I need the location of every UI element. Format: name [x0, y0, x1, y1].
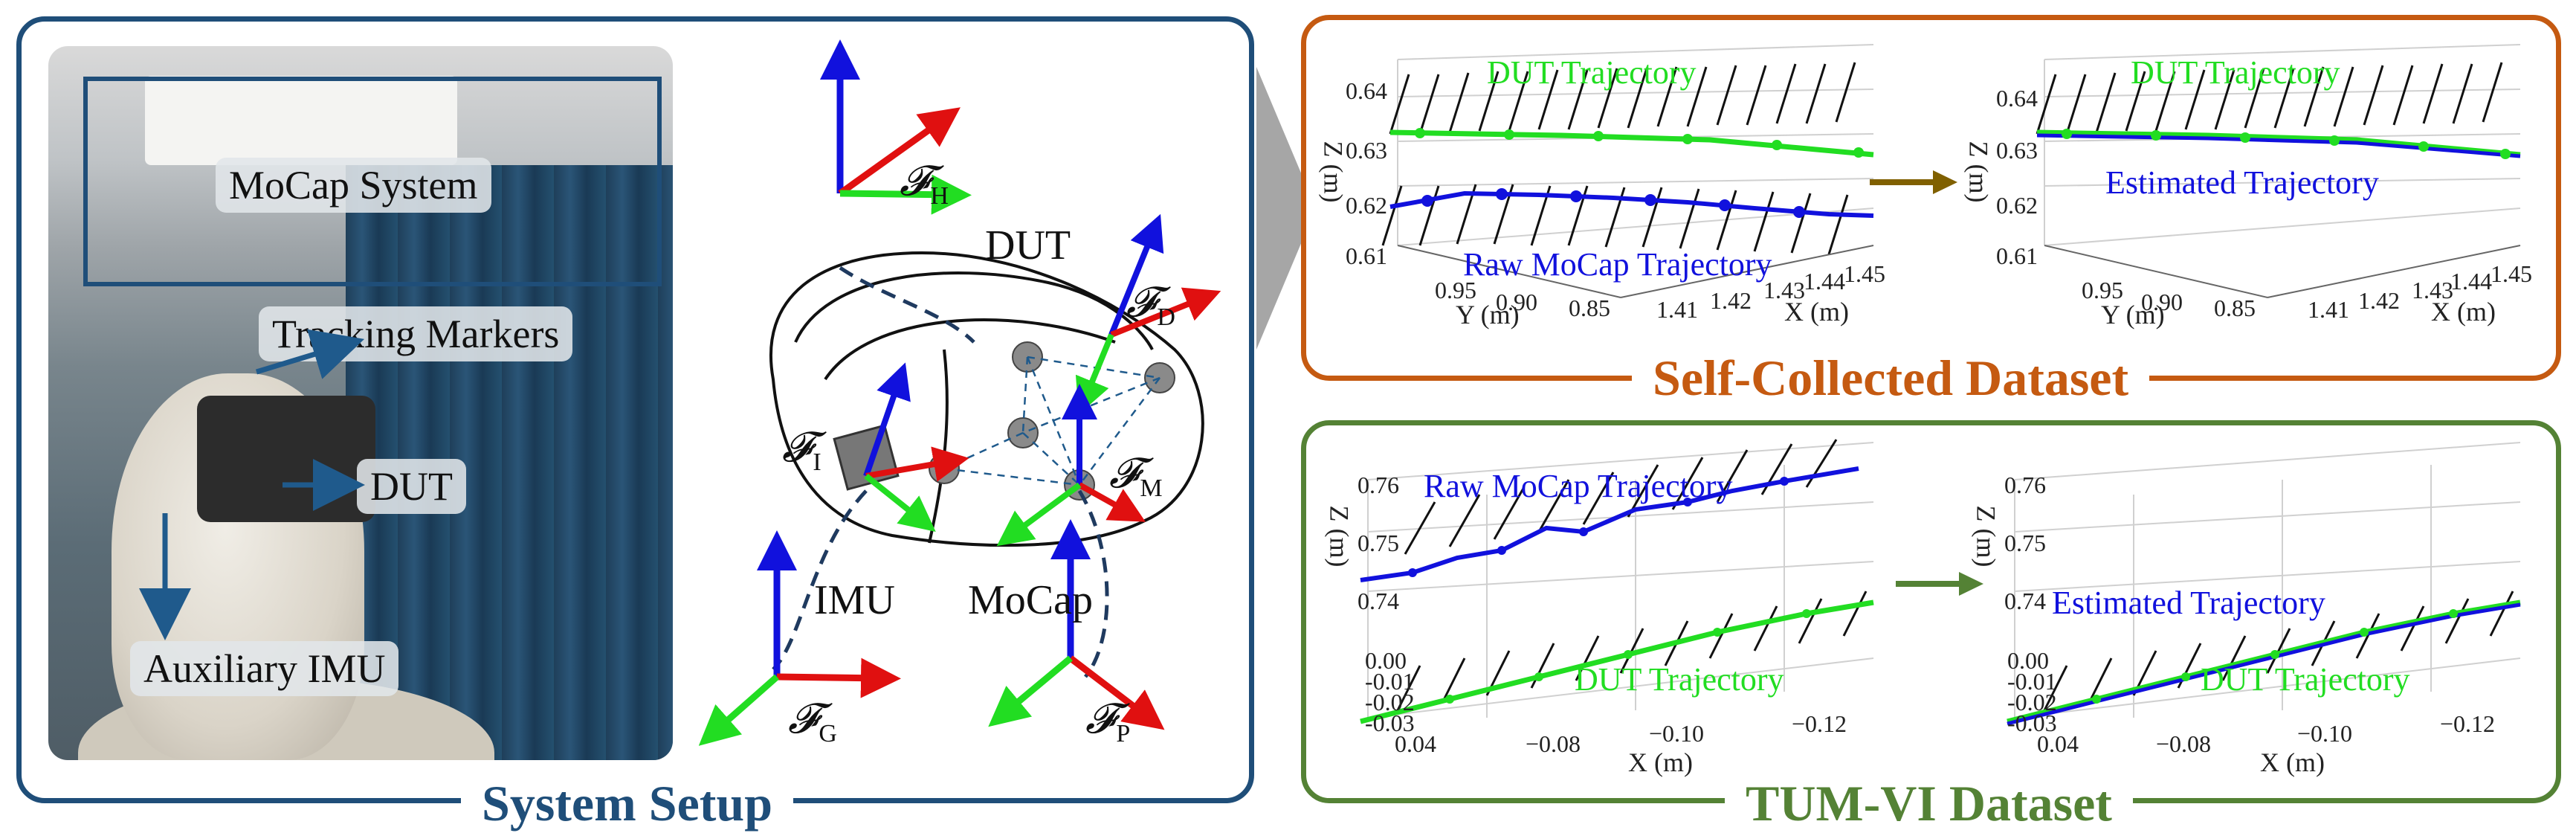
tum-right-z-tick: 0.76 — [2004, 472, 2046, 498]
dut-trajectory-line — [1389, 129, 1874, 158]
self-left-y-tick: 0.90 — [1496, 289, 1537, 315]
frame-label-g: 𝓕G — [788, 696, 837, 748]
tum-right-x-tick: −0.10 — [2297, 720, 2353, 747]
tum-left-z-tick: 0.76 — [1358, 472, 1399, 498]
label-mocap-system: MoCap System — [216, 158, 491, 213]
tum-right-plot — [2007, 442, 2521, 726]
tum-left-z-tick: 0.74 — [1358, 588, 1399, 614]
self-right-x-label: X (m) — [2431, 297, 2496, 327]
self-right-y-tick: 0.95 — [2082, 277, 2123, 303]
self-left-z-tick: 0.64 — [1346, 77, 1387, 104]
self-left-z-tick: 0.62 — [1346, 192, 1387, 219]
diagram-text-imu: IMU — [814, 577, 895, 623]
self-right-z-tick: 0.62 — [1996, 192, 2038, 219]
self-right-y-label: Y (m) — [2101, 300, 2165, 329]
tum-left-plot — [1360, 439, 1874, 724]
tum-left-x-tick: −0.10 — [1649, 720, 1705, 747]
tum-right-z-tick: 0.75 — [2004, 530, 2046, 556]
tum-right-est-label: Estimated Trajectory — [2052, 585, 2325, 621]
estimated-trajectory-line — [2036, 133, 2521, 158]
self-right-est-label: Estimated Trajectory — [2105, 164, 2379, 201]
chevron-right-icon — [1256, 67, 1316, 350]
arrow-right-icon — [1870, 170, 1957, 194]
tum-left-raw-label: Raw MoCap Trajectory — [1424, 468, 1733, 504]
self-left-z-tick: 0.61 — [1346, 242, 1387, 269]
frame-p-axes — [988, 519, 1165, 730]
tum-right-y-tick: -0.03 — [2007, 710, 2057, 736]
tum-right-x-tick: −0.08 — [2156, 730, 2212, 757]
tum-right-z-tick: 0.74 — [2004, 588, 2046, 614]
frame-label-m: 𝓕M — [1109, 451, 1163, 503]
tum-left-dut-label: DUT Trajectory — [1575, 661, 1784, 698]
frame-label-h: 𝓕H — [900, 158, 949, 210]
self-right-x-tick: 1.45 — [2491, 260, 2532, 287]
self-right-y-tick: 0.90 — [2141, 289, 2183, 315]
self-right-dut-label: DUT Trajectory — [2131, 54, 2340, 91]
self-left-x-tick: 1.45 — [1844, 260, 1885, 287]
tum-right-y-tick: 0.00 — [2007, 647, 2049, 674]
frame-g-axes — [699, 530, 901, 746]
self-right-x-tick: 1.44 — [2450, 268, 2492, 295]
tum-left-z-tick: 0.75 — [1358, 530, 1399, 556]
tum-right-y-tick: -0.01 — [2007, 668, 2057, 695]
frame-label-i: 𝓕I — [782, 425, 821, 477]
frame-h-axes — [820, 39, 972, 215]
self-right-x-tick: 1.41 — [2308, 296, 2349, 323]
diagram-text-dut: DUT — [985, 222, 1071, 268]
self-left-dut-label: DUT Trajectory — [1487, 54, 1697, 91]
self-collected-title: Self-Collected Dataset — [1632, 348, 2150, 408]
self-right-x-tick: 1.42 — [2358, 287, 2400, 314]
tum-left-x-label: X (m) — [1628, 747, 1693, 777]
self-left-x-tick: 1.43 — [1763, 277, 1805, 303]
tum-left-y-tick: -0.02 — [1365, 689, 1415, 715]
self-left-z-tick: 0.63 — [1346, 137, 1387, 164]
self-left-raw-label: Raw MoCap Trajectory — [1463, 246, 1772, 283]
self-left-x-label: X (m) — [1784, 297, 1849, 327]
tum-right-y-tick: -0.02 — [2007, 689, 2057, 715]
frame-m-axes — [996, 384, 1146, 547]
self-left-x-tick: 1.41 — [1656, 296, 1698, 323]
frame-i-axes — [863, 362, 969, 532]
label-dut: DUT — [357, 459, 466, 514]
tum-vi-title: TUM-VI Dataset — [1725, 774, 2133, 833]
tum-right-x-label: X (m) — [2260, 747, 2325, 777]
frame-label-d: 𝓕D — [1126, 280, 1175, 332]
mocap-highlight-box — [83, 77, 662, 286]
self-left-y-tick: 0.95 — [1435, 277, 1476, 303]
arrow-right-icon — [1896, 572, 1983, 596]
self-right-plot — [2036, 44, 2521, 298]
self-right-z-tick: 0.61 — [1996, 242, 2038, 269]
self-right-z-tick: 0.63 — [1996, 137, 2038, 164]
tum-left-y-tick: -0.01 — [1365, 668, 1415, 695]
tum-left-y-tick: 0.04 — [1395, 730, 1436, 757]
self-left-x-tick: 1.42 — [1710, 287, 1752, 314]
tum-left-y-tick: 0.00 — [1365, 647, 1407, 674]
self-right-z-tick: 0.64 — [1996, 85, 2038, 112]
ceiling-lamp — [145, 76, 457, 165]
self-right-y-tick: 0.85 — [2214, 295, 2256, 321]
self-left-y-tick: 0.85 — [1569, 295, 1610, 321]
label-auxiliary-imu: Auxiliary IMU — [130, 641, 399, 696]
self-left-x-tick: 1.44 — [1804, 268, 1845, 295]
tum-left-x-tick: −0.12 — [1792, 710, 1847, 737]
tum-right-x-tick: −0.12 — [2440, 710, 2496, 737]
frames-diagram — [699, 39, 1221, 746]
self-left-z-label: Z (m) — [1318, 141, 1349, 203]
self-left-plot — [1381, 44, 1874, 298]
dut-trajectory-line — [2036, 129, 2521, 158]
self-right-x-tick: 1.43 — [2412, 277, 2453, 303]
tum-left-y-tick: -0.03 — [1365, 710, 1415, 736]
tum-left-z-label: Z (m) — [1324, 505, 1355, 567]
transform-links — [772, 266, 1109, 678]
tum-right-y-tick: 0.04 — [2037, 730, 2079, 757]
self-right-z-label: Z (m) — [1963, 141, 1994, 203]
self-left-y-label: Y (m) — [1456, 300, 1520, 329]
tum-left-x-tick: −0.08 — [1526, 730, 1581, 757]
tum-right-z-label: Z (m) — [1971, 505, 2001, 567]
tum-right-dut-label: DUT Trajectory — [2201, 661, 2410, 698]
frame-label-p: 𝓕P — [1085, 696, 1131, 748]
diagram-text-mocap: MoCap — [968, 577, 1093, 623]
system-setup-title: System Setup — [461, 774, 794, 833]
